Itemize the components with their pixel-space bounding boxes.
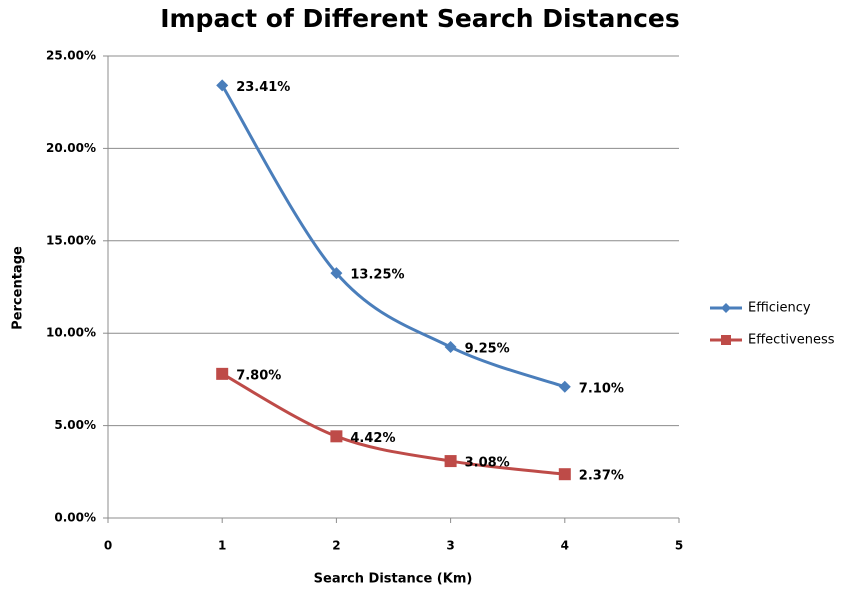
y-tick-label: 25.00%	[46, 49, 96, 63]
y-tick-label: 10.00%	[46, 326, 96, 340]
marker	[216, 79, 229, 92]
x-tick-label: 1	[218, 539, 226, 553]
legend-label: Efficiency	[748, 301, 811, 316]
legend-label: Effectiveness	[748, 333, 835, 348]
x-tick-label: 5	[675, 539, 683, 553]
marker	[330, 267, 343, 280]
x-axis-title: Search Distance (Km)	[314, 572, 473, 587]
x-tick-label: 4	[561, 539, 569, 553]
marker	[330, 430, 343, 443]
series-line	[220, 84, 566, 389]
data-label: 2.37%	[579, 469, 624, 484]
x-tick-label: 0	[104, 539, 112, 553]
data-label: 13.25%	[350, 268, 404, 283]
y-axis-title: Percentage	[11, 246, 26, 330]
marker	[444, 455, 457, 468]
data-label: 23.41%	[236, 80, 290, 95]
y-tick-label: 20.00%	[46, 141, 96, 155]
marker	[558, 380, 571, 393]
marker	[558, 468, 571, 481]
y-tick-label: 15.00%	[46, 233, 96, 247]
legend-marker	[721, 335, 731, 345]
data-label: 4.42%	[350, 431, 395, 446]
y-tick-label: 0.00%	[54, 511, 96, 525]
x-tick-label: 3	[446, 539, 454, 553]
chart-title: Impact of Different Search Distances	[160, 4, 680, 33]
x-tick-label: 2	[332, 539, 340, 553]
data-label: 7.10%	[579, 381, 624, 396]
data-label: 3.08%	[465, 456, 510, 471]
y-tick-label: 5.00%	[54, 418, 96, 432]
data-label: 9.25%	[465, 342, 510, 357]
legend-marker	[721, 303, 731, 313]
marker	[216, 367, 229, 380]
data-label: 7.80%	[236, 368, 281, 383]
marker	[444, 341, 457, 354]
series-line	[221, 372, 565, 476]
